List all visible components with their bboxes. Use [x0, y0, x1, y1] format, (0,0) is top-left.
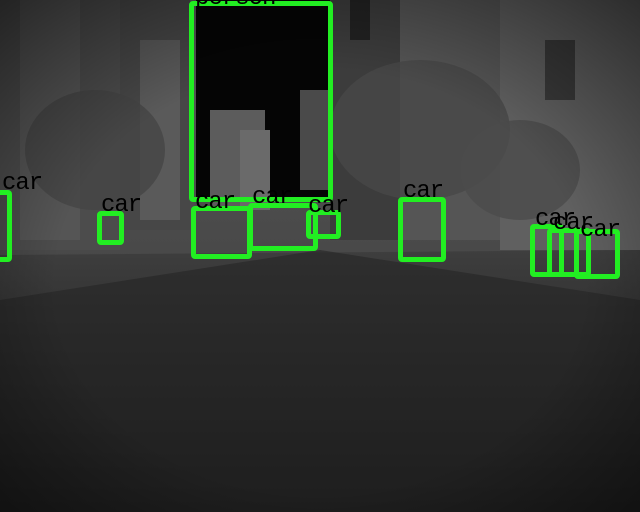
- car-detection-box: [306, 210, 341, 239]
- car-detection-box: [248, 203, 318, 251]
- car-detection-box: [398, 197, 446, 262]
- detection-label: car: [195, 189, 236, 216]
- detection-label: car: [2, 170, 43, 197]
- detection-label: car: [308, 193, 349, 220]
- car-detection-box: [547, 228, 591, 277]
- car-detection-box: [97, 211, 124, 245]
- person-detection-box: [189, 1, 333, 202]
- detection-label: car: [252, 184, 293, 211]
- detection-label: car: [580, 217, 621, 244]
- detection-label: car: [403, 178, 444, 205]
- detection-label: person: [195, 0, 276, 11]
- car-detection-box: [0, 190, 12, 262]
- car-detection-box: [574, 229, 620, 279]
- detection-label: car: [101, 192, 142, 219]
- detection-label: car: [535, 206, 576, 233]
